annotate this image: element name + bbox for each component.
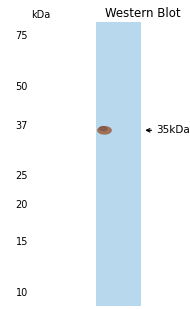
Ellipse shape — [98, 127, 111, 134]
Text: kDa: kDa — [31, 10, 51, 20]
Bar — [97, 22, 141, 306]
Ellipse shape — [100, 127, 107, 130]
Text: 35kDa: 35kDa — [156, 125, 189, 135]
Text: Western Blot: Western Blot — [105, 7, 180, 20]
